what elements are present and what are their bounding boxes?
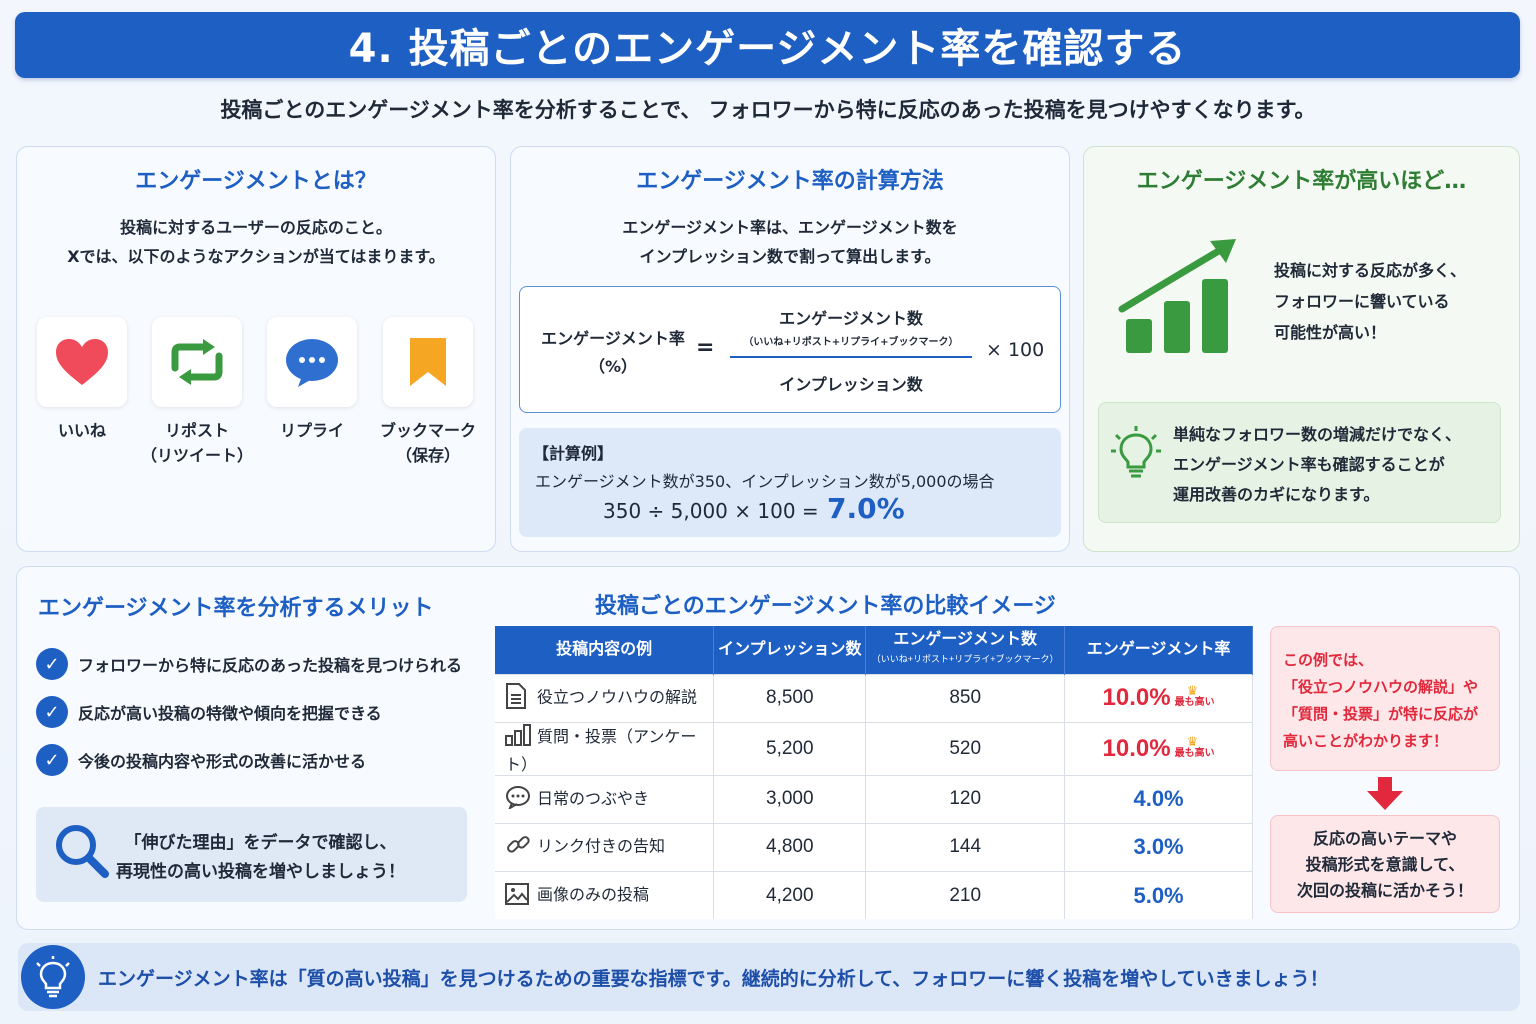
cell-rate: 4.0% [1064, 774, 1253, 824]
merit-title: エンゲージメント率を分析するメリット [38, 596, 434, 621]
merit-item: ✓ 反応が高い投稿の特徴や傾向を把握できる [36, 695, 382, 729]
bookmark-icon [410, 338, 446, 386]
table-row: 画像のみの投稿 4,200 210 5.0% [495, 870, 1253, 920]
action-note: 反応の高いテーマや 投稿形式を意識して、 次回の投稿に活かそう！ [1270, 815, 1500, 913]
formula-numerator: エンゲージメント数 [779, 309, 923, 328]
calc-line2: インプレッション数で割って算出します。 [639, 247, 941, 266]
what-is-line2: Xでは、以下のようなアクションが当てはまります。 [67, 247, 445, 266]
cell-engagements: 210 [865, 870, 1066, 920]
table-row: リンク付きの告知 4,800 144 3.0% [495, 822, 1253, 872]
formula-equals: = [696, 335, 715, 360]
action-label-repost: リポスト （リツイート） [140, 421, 253, 465]
col-header-impressions: インプレッション数 [713, 626, 867, 674]
like-tile [37, 317, 127, 407]
table-header-row: 投稿内容の例 インプレッション数 エンゲージメント数 （いいね+リポスト+リプラ… [495, 626, 1253, 674]
footer-banner: エンゲージメント率は「質の高い投稿」を見つけるための重要な指標です。継続的に分析… [18, 943, 1520, 1011]
cell-rate: 5.0% [1064, 870, 1253, 920]
cell-rate: 10.0% ♛ 最も高い [1064, 721, 1253, 776]
high-description: 投稿に対する反応が多く、 フォロワーに響いている 可能性が高い！ [1274, 261, 1467, 342]
chat-icon [505, 785, 531, 814]
heart-icon [56, 339, 108, 385]
what-is-line1: 投稿に対するユーザーの反応のこと。 [120, 218, 392, 237]
formula-fraction-line [730, 356, 972, 358]
footer-text: エンゲージメント率は「質の高い投稿」を見つけるための重要な指標です。継続的に分析… [98, 967, 1329, 990]
cell-engagements: 144 [865, 822, 1066, 872]
best-badge: ♛ 最も高い [1174, 683, 1215, 708]
formula-denominator: インプレッション数 [779, 375, 923, 394]
check-icon: ✓ [36, 744, 68, 776]
table-row: 役立つノウハウの解説 8,500 850 10.0% ♛ 最も高い [495, 673, 1253, 722]
insight-note: この例では、 「役立つノウハウの解説」や 「質問・投票」が特に反応が 高いことが… [1270, 626, 1500, 771]
cell-impressions: 5,200 [713, 721, 867, 776]
col-header-rate: エンゲージメント率 [1064, 626, 1253, 674]
action-label-bookmark: ブックマーク （保存） [379, 421, 476, 465]
cell-rate: 3.0% [1064, 822, 1253, 872]
cell-impressions: 8,500 [713, 673, 867, 722]
example-result: 7.0% [827, 492, 905, 525]
merit-item: ✓ 今後の投稿内容や形式の改善に活かせる [36, 743, 366, 777]
search-callout-text: 「伸びた理由」をデータで確認し、 再現性の高い投稿を増やしましょう！ [116, 833, 405, 882]
page-title: 4. 投稿ごとのエンゲージメント率を確認する [348, 26, 1187, 72]
lightbulb-icon [36, 956, 70, 998]
page-title-banner: 4. 投稿ごとのエンゲージメント率を確認する [15, 12, 1520, 78]
cell-impressions: 4,200 [713, 870, 867, 920]
crown-icon: ♛ [1186, 683, 1199, 698]
calc-line1: エンゲージメント率は、エンゲージメント数を [622, 218, 958, 237]
example-box: 【計算例】 エンゲージメント数が350、インプレッション数が5,000の場合 3… [519, 428, 1061, 537]
formula-box: エンゲージメント率 （%） = エンゲージメント数 （いいね+リポスト+リプライ… [519, 286, 1061, 413]
repost-tile [152, 317, 242, 407]
table-row: 質問・投票（アンケート） 5,200 520 10.0% ♛ 最も高い [495, 721, 1253, 776]
cell-engagements: 120 [865, 774, 1066, 824]
repost-icon [171, 339, 223, 385]
cell-rate: 10.0% ♛ 最も高い [1064, 673, 1253, 722]
search-icon [56, 825, 109, 878]
example-condition: エンゲージメント数が350、インプレッション数が5,000の場合 [535, 472, 995, 491]
lightbulb-icon [1111, 426, 1161, 478]
what-is-engagement-card: エンゲージメントとは？ 投稿に対するユーザーの反応のこと。 Xでは、以下のような… [16, 146, 496, 552]
merit-item: ✓ フォロワーから特に反応のあった投稿を見つけられる [36, 647, 462, 681]
arrow-down-icon [1367, 777, 1403, 810]
best-badge: ♛ 最も高い [1174, 733, 1215, 759]
high-title: エンゲージメント率が高いほど… [1136, 169, 1467, 194]
example-expression: 350 ÷ 5,000 × 100 = [603, 499, 819, 523]
crown-icon: ♛ [1186, 733, 1199, 749]
tip-text: 単純なフォロワー数の増減だけでなく、 エンゲージメント率も確認することが 運用改… [1173, 425, 1462, 504]
col-header-engagements: エンゲージメント数 （いいね+リポスト+リプライ+ブックマーク） [865, 626, 1066, 674]
check-icon: ✓ [36, 648, 68, 680]
document-icon [505, 682, 531, 714]
compare-title: 投稿ごとのエンゲージメント率の比較イメージ [595, 594, 1056, 619]
comparison-table: 投稿内容の例 インプレッション数 エンゲージメント数 （いいね+リポスト+リプラ… [495, 626, 1253, 920]
col-header-name: 投稿内容の例 [495, 626, 715, 674]
action-label-reply: リプライ [279, 421, 344, 440]
cell-impressions: 3,000 [713, 774, 867, 824]
link-icon [505, 832, 531, 863]
formula-multiplier: × 100 [986, 339, 1045, 361]
table-row: 日常のつぶやき 3,000 120 4.0% [495, 774, 1253, 824]
action-label-like: いいね [57, 421, 106, 440]
cell-impressions: 4,800 [713, 822, 867, 872]
footer-lightbulb-badge [21, 945, 85, 1009]
cell-engagements: 850 [865, 673, 1066, 722]
image-icon [505, 882, 531, 910]
check-icon: ✓ [36, 696, 68, 728]
formula-lhs: エンゲージメント率 （%） [541, 329, 685, 376]
search-callout: 「伸びた理由」をデータで確認し、 再現性の高い投稿を増やしましょう！ [36, 807, 467, 902]
calc-title: エンゲージメント率の計算方法 [636, 169, 944, 194]
tip-box: 単純なフォロワー数の増減だけでなく、 エンゲージメント率も確認することが 運用改… [1098, 402, 1501, 523]
cell-engagements: 520 [865, 721, 1066, 776]
growth-chart-icon [1118, 239, 1236, 353]
reply-icon [286, 339, 338, 387]
bookmark-tile [383, 317, 473, 407]
formula-numerator-note: （いいね+リポスト+リプライ+ブックマーク） [743, 337, 959, 348]
page-subtitle: 投稿ごとのエンゲージメント率を分析することで、 フォロワーから特に反応のあった投… [220, 98, 1316, 122]
what-is-title: エンゲージメントとは？ [135, 169, 377, 194]
example-label: 【計算例】 [533, 444, 614, 463]
reply-tile [267, 317, 357, 407]
bar-chart-icon [505, 723, 531, 751]
